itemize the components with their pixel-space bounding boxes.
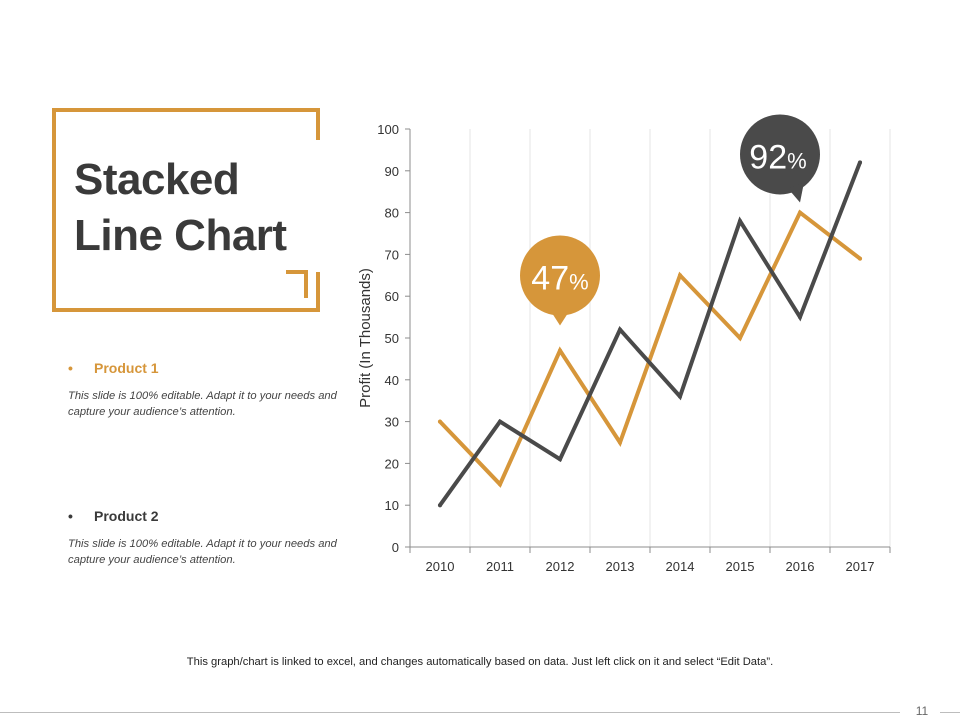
y-tick-label: 80 [385,206,399,221]
bullet-icon: • [68,508,73,524]
product-2-description: This slide is 100% editable. Adapt it to… [68,538,337,566]
data-point [858,256,862,261]
callout-label: 47% [531,260,588,298]
slide-title-line-1: Stacked [74,155,240,204]
y-tick-label: 20 [385,456,399,471]
data-point [678,273,682,278]
series-line-1 [438,209,862,488]
data-point [618,440,622,445]
product-2-heading: • Product 2 [68,508,338,524]
product-2-label: Product 2 [94,508,159,524]
callout-label: 92% [749,138,806,176]
x-tick-label: 2016 [786,559,815,574]
data-point [438,503,442,508]
product-1-block: • Product 1 This slide is 100% editable.… [68,360,338,420]
slide-title: Stacked Line Chart [74,152,287,264]
product-1-label: Product 1 [94,360,159,376]
data-point [738,336,742,340]
y-axis-title: Profit (In Thousands) [357,268,374,408]
slide-title-line-2: Line Chart [74,211,287,260]
x-tick-label: 2013 [606,559,635,574]
y-tick-label: 60 [385,289,399,304]
x-tick-label: 2012 [546,559,575,574]
callout-bubble [520,235,600,316]
x-tick-label: 2011 [486,559,514,574]
y-tick-label: 30 [385,415,399,430]
footer-divider-end [940,712,960,713]
data-point [618,327,622,332]
callout-tail [788,182,804,203]
x-tick-label: 2014 [666,559,695,574]
y-tick-label: 100 [377,122,399,137]
data-point [438,419,442,424]
x-tick-label: 2010 [426,559,455,574]
y-tick-label: 50 [385,331,399,346]
x-tick-label: 2017 [846,559,875,574]
footer-divider [0,712,900,713]
x-tick-label: 2015 [726,559,755,574]
y-tick-label: 70 [385,247,399,262]
callout-tail [551,311,569,326]
title-frame [52,108,320,312]
data-point [558,457,562,462]
product-1-description: This slide is 100% editable. Adapt it to… [68,390,337,418]
y-tick-label: 10 [385,498,399,513]
product-1-heading: • Product 1 [68,360,338,376]
data-point [498,419,502,424]
data-point [858,160,862,165]
series-line-2 [438,160,862,508]
y-tick-label: 90 [385,164,399,179]
data-point [738,218,742,223]
callout-bubble [740,114,820,195]
data-point [798,210,802,215]
data-point [558,348,562,353]
data-point [798,315,802,320]
y-tick-label: 40 [385,373,399,388]
data-point [498,482,502,487]
y-tick-label: 0 [392,540,399,555]
bullet-icon: • [68,360,73,376]
page-number: 11 [915,704,929,718]
footer-note: This graph/chart is linked to excel, and… [186,656,774,668]
line-chart[interactable]: 0 10 20 30 40 50 60 70 80 90 100 2010 2011 2012 2013 20… [340,100,900,590]
product-2-block: • Product 2 This slide is 100% editable.… [68,508,338,568]
data-point [678,394,682,399]
